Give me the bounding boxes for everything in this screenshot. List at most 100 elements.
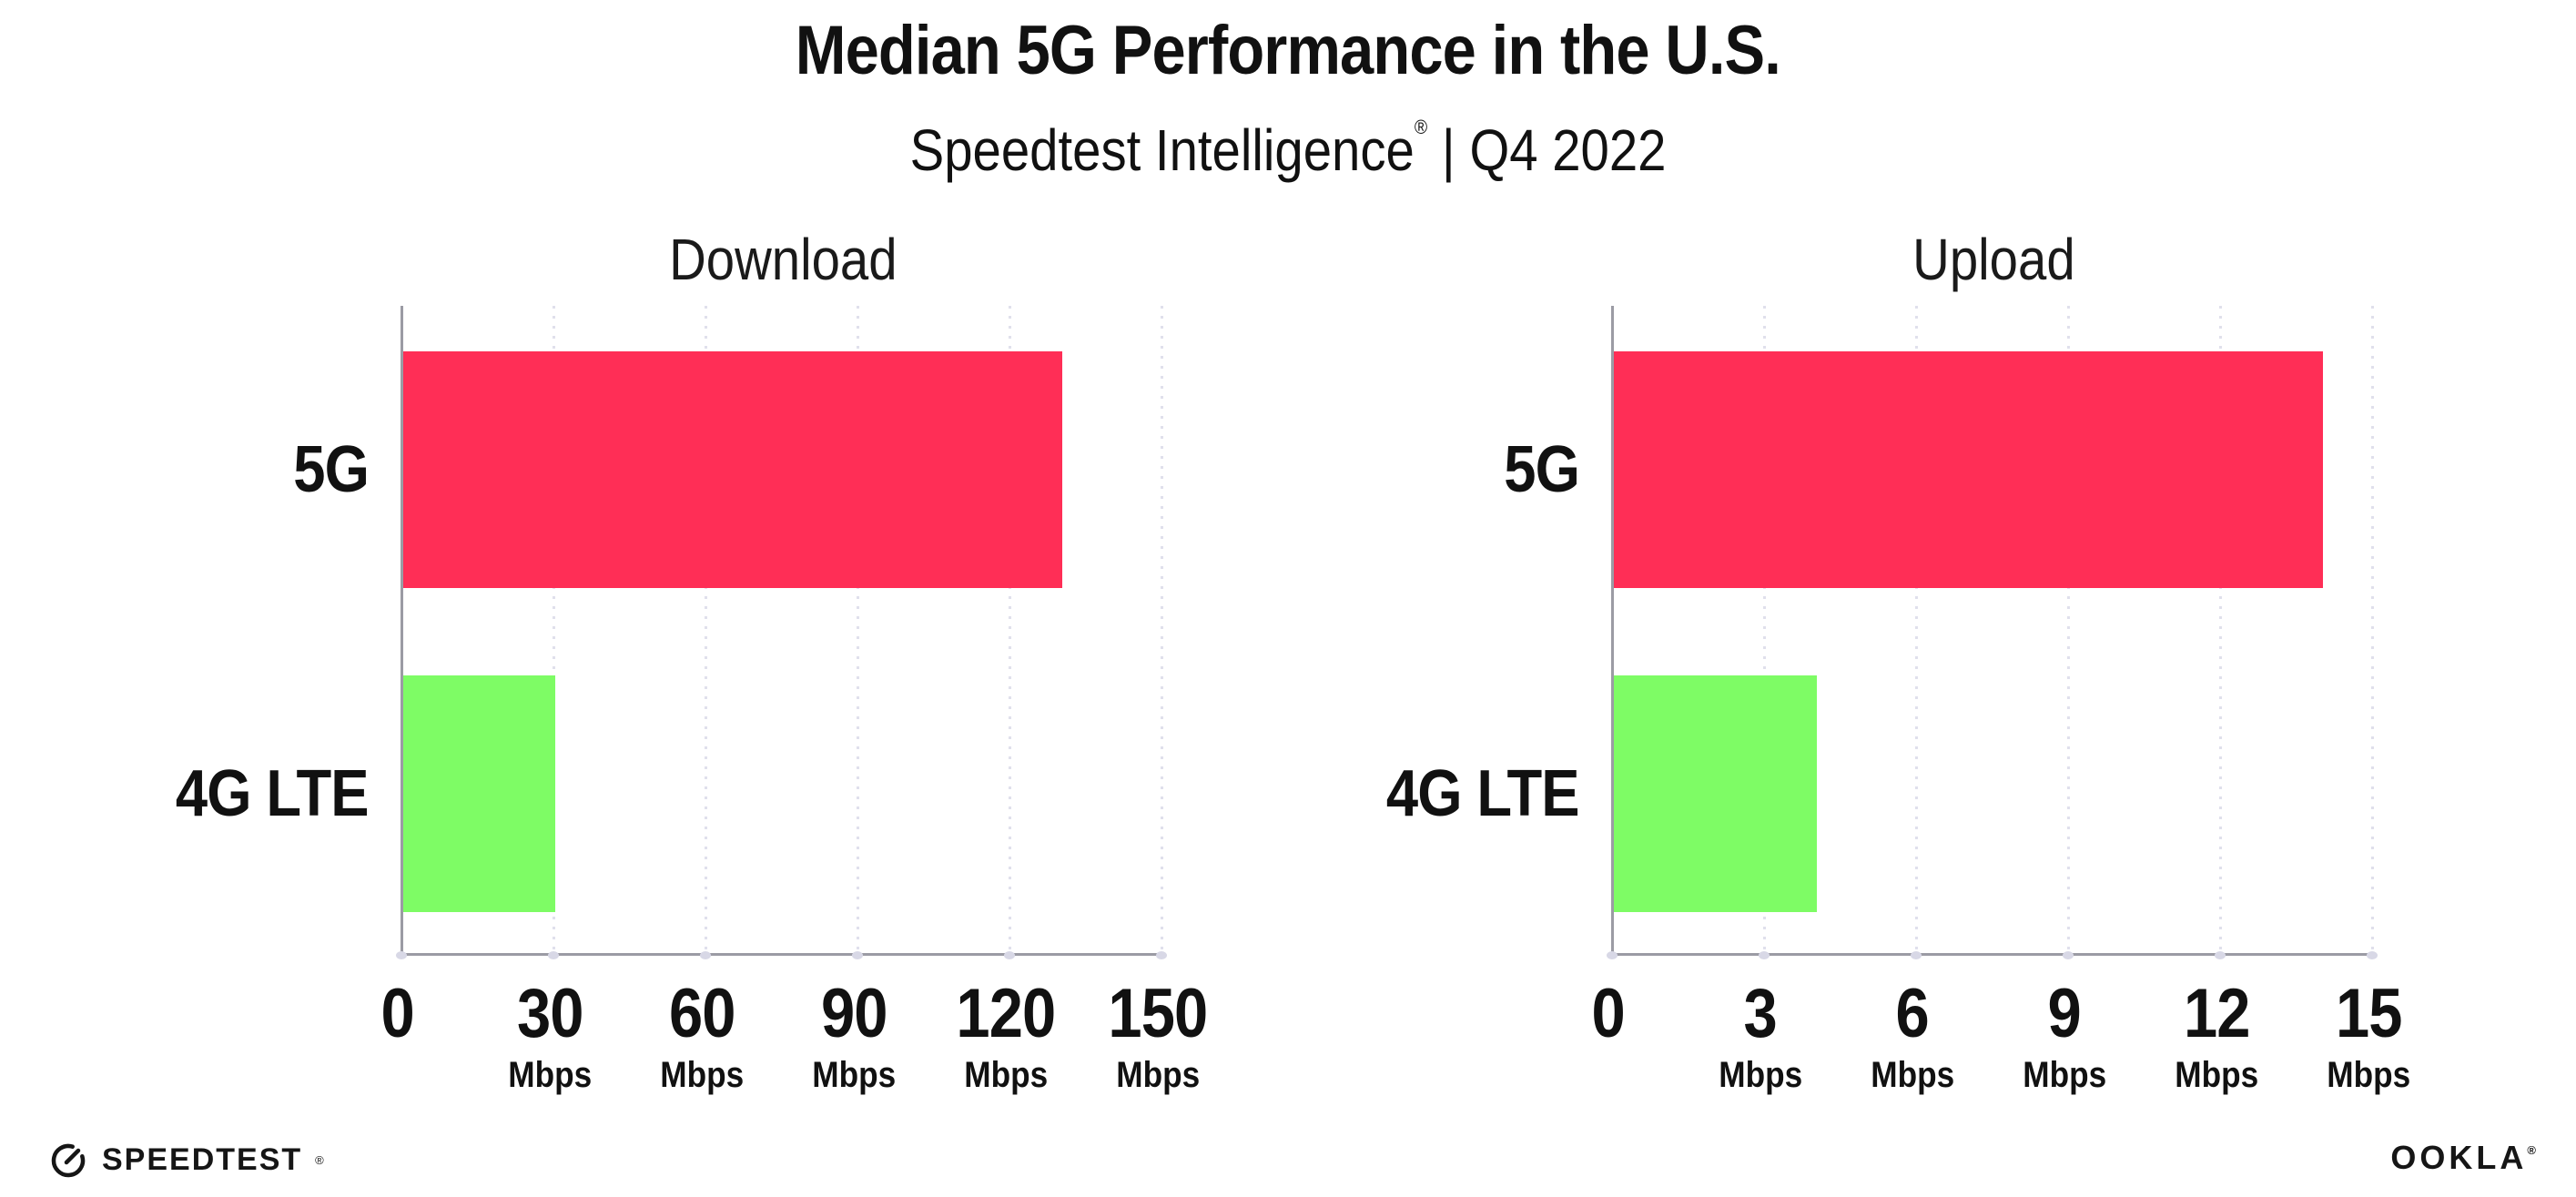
x-tick-unit-text: Mbps bbox=[1719, 1055, 1802, 1095]
category-label-text: 5G bbox=[1504, 433, 1580, 506]
axis-tick-dot bbox=[2215, 951, 2226, 959]
category-label: 5G bbox=[1270, 433, 1580, 506]
category-label: 5G bbox=[59, 433, 370, 506]
x-tick: 0 bbox=[307, 976, 489, 1052]
x-tick: 6 Mbps bbox=[1821, 976, 2003, 1096]
x-tick-unit: Mbps bbox=[2125, 1054, 2307, 1096]
x-tick: 0 bbox=[1517, 976, 1699, 1052]
chart-title-text: Upload bbox=[1912, 227, 2075, 292]
x-tick-unit: Mbps bbox=[1067, 1054, 1249, 1096]
x-tick-value: 0 bbox=[307, 976, 489, 1052]
gridline bbox=[2371, 306, 2374, 953]
x-tick-value: 90 bbox=[763, 976, 945, 1052]
bar-5g bbox=[1614, 351, 2323, 588]
speedtest-gauge-icon bbox=[51, 1143, 86, 1178]
gridline bbox=[1009, 306, 1011, 953]
x-tick-value-text: 30 bbox=[516, 975, 584, 1052]
bar-4g-lte bbox=[403, 675, 555, 912]
plot-area bbox=[396, 306, 1167, 959]
axis-tick-dot bbox=[1156, 951, 1167, 959]
subtitle-quarter: Q4 2022 bbox=[1469, 117, 1667, 183]
x-tick-unit-text: Mbps bbox=[660, 1055, 744, 1095]
x-tick-value: 30 bbox=[459, 976, 641, 1052]
x-tick-unit: Mbps bbox=[763, 1054, 945, 1096]
page-subtitle: Speedtest Intelligence® | Q4 2022 bbox=[0, 91, 2576, 187]
gridline bbox=[857, 306, 859, 953]
registered-mark: ® bbox=[1414, 116, 1428, 138]
category-label: 4G LTE bbox=[59, 757, 370, 830]
x-axis-ticks: 0 3 Mbps 6 Mbps 9 Mbps 12 Mbps 15 Mbps bbox=[1592, 976, 2410, 1103]
x-tick-value-text: 6 bbox=[1895, 975, 1930, 1052]
x-tick: 90 Mbps bbox=[763, 976, 945, 1096]
gridline bbox=[553, 306, 555, 953]
x-tick-unit-text: Mbps bbox=[812, 1055, 896, 1095]
x-tick-value: 3 bbox=[1669, 976, 1851, 1052]
x-tick-value-text: 0 bbox=[1591, 975, 1626, 1052]
speedtest-logo: SPEEDTEST ® bbox=[47, 1139, 324, 1181]
gridline bbox=[1763, 306, 1766, 953]
x-tick-value-text: 9 bbox=[2047, 975, 2082, 1052]
x-tick-unit: Mbps bbox=[611, 1054, 793, 1096]
x-tick-unit-text: Mbps bbox=[1116, 1055, 1200, 1095]
x-tick-value-text: 3 bbox=[1743, 975, 1778, 1052]
category-label: 4G LTE bbox=[1270, 757, 1580, 830]
x-tick: 12 Mbps bbox=[2125, 976, 2307, 1096]
x-tick-value: 15 bbox=[2277, 976, 2459, 1052]
axis-tick-dot bbox=[2063, 951, 2074, 959]
x-tick-value: 0 bbox=[1517, 976, 1699, 1052]
x-tick: 60 Mbps bbox=[611, 976, 793, 1096]
x-tick: 150 Mbps bbox=[1067, 976, 1249, 1096]
bar-5g bbox=[403, 351, 1062, 588]
x-tick: 30 Mbps bbox=[459, 976, 641, 1096]
gridline bbox=[705, 306, 707, 953]
x-tick-unit-text: Mbps bbox=[1871, 1055, 1954, 1095]
gridline bbox=[2067, 306, 2070, 953]
x-tick-unit-text: Mbps bbox=[964, 1055, 1048, 1095]
page-subtitle-text: Speedtest Intelligence® | Q4 2022 bbox=[910, 91, 1667, 187]
x-tick-unit: Mbps bbox=[1669, 1054, 1851, 1096]
x-tick-value-text: 120 bbox=[956, 975, 1057, 1052]
axis-tick-dot bbox=[548, 951, 559, 959]
x-tick-value-text: 0 bbox=[380, 975, 415, 1052]
x-tick-value: 6 bbox=[1821, 976, 2003, 1052]
chart-title: Upload bbox=[1611, 224, 2376, 295]
x-tick: 9 Mbps bbox=[1973, 976, 2155, 1096]
header: Median 5G Performance in the U.S. Speedt… bbox=[0, 13, 2576, 187]
x-axis-ticks: 0 30 Mbps 60 Mbps 90 Mbps 120 Mbps 150 Mbps bbox=[381, 976, 1209, 1103]
plot-area bbox=[1607, 306, 2378, 959]
x-tick-unit: Mbps bbox=[2277, 1054, 2459, 1096]
axis-tick-dot bbox=[2367, 951, 2378, 959]
ookla-logo: OOKLA® bbox=[2390, 1139, 2536, 1177]
upload-chart: Upload 0 3 Mbps 6 Mbps 9 Mbps 12 Mbps 15 Mbps 5G 4G L… bbox=[1386, 224, 2410, 1116]
x-tick-value: 150 bbox=[1067, 976, 1249, 1052]
category-label-text: 4G LTE bbox=[176, 757, 370, 830]
x-tick-value: 12 bbox=[2125, 976, 2307, 1052]
gridline bbox=[1161, 306, 1163, 953]
x-tick-unit-text: Mbps bbox=[2175, 1055, 2258, 1095]
gridline bbox=[1915, 306, 1918, 953]
axis-tick-dot bbox=[1004, 951, 1015, 959]
speedtest-wordmark: SPEEDTEST bbox=[102, 1141, 303, 1177]
speedtest-trademark: ® bbox=[315, 1152, 324, 1167]
x-tick-value-text: 15 bbox=[2335, 975, 2403, 1052]
x-tick-value-text: 12 bbox=[2183, 975, 2251, 1052]
x-tick-value: 9 bbox=[1973, 976, 2155, 1052]
x-tick-unit: Mbps bbox=[459, 1054, 641, 1096]
x-tick-unit: Mbps bbox=[1821, 1054, 2003, 1096]
x-tick-unit-text: Mbps bbox=[2327, 1055, 2410, 1095]
x-tick-unit-text: Mbps bbox=[2023, 1055, 2106, 1095]
subtitle-divider: | bbox=[1441, 117, 1455, 183]
x-tick-unit: Mbps bbox=[915, 1054, 1097, 1096]
chart-title-text: Download bbox=[668, 227, 898, 292]
axis-tick-dot bbox=[852, 951, 863, 959]
x-tick-value-text: 150 bbox=[1108, 975, 1209, 1052]
axis-tick-dot bbox=[1759, 951, 1770, 959]
subtitle-product: Speedtest Intelligence bbox=[909, 117, 1415, 183]
bar-4g-lte bbox=[1614, 675, 1817, 912]
x-tick-value: 120 bbox=[915, 976, 1097, 1052]
x-tick-unit: Mbps bbox=[1973, 1054, 2155, 1096]
x-tick-value: 60 bbox=[611, 976, 793, 1052]
x-tick: 120 Mbps bbox=[915, 976, 1097, 1096]
x-tick-value-text: 60 bbox=[668, 975, 736, 1052]
